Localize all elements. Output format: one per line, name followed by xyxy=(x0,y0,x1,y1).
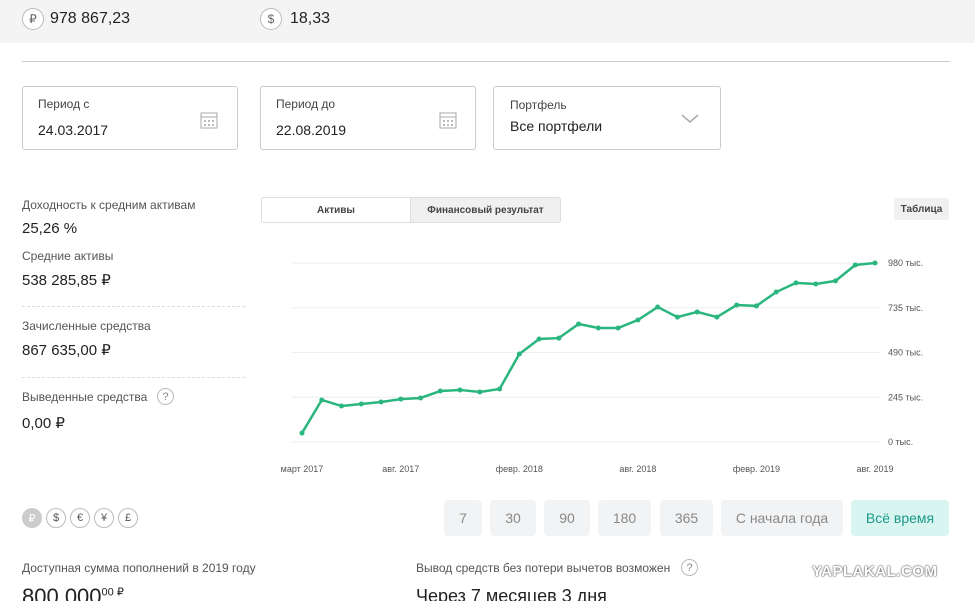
y-tick-label: 490 тыс. xyxy=(888,348,923,358)
point xyxy=(516,351,522,357)
field-label: Портфель xyxy=(510,98,567,112)
amount-cents: 00 ₽ xyxy=(101,586,124,599)
point xyxy=(437,388,443,394)
tab[interactable]: Активы xyxy=(261,197,411,223)
period-button[interactable]: 7 xyxy=(444,500,482,536)
help-icon[interactable]: ? xyxy=(157,388,174,405)
point xyxy=(655,304,661,310)
currency-icon: $ xyxy=(260,8,282,30)
point xyxy=(694,309,700,315)
date-to[interactable]: Период до 22.08.2019 xyxy=(260,86,476,150)
x-tick-label: март 2017 xyxy=(281,464,324,474)
info-value: 800 00000 ₽ xyxy=(22,584,124,601)
chart: 0 тыс. 245 тыс. 490 тыс. 735 тыс. 980 тыс. ма… xyxy=(281,258,923,474)
point xyxy=(339,403,345,409)
x-tick-label: авг. 2017 xyxy=(382,464,419,474)
period-button[interactable]: Всё время xyxy=(851,500,949,536)
table-button[interactable]: Таблица xyxy=(894,198,949,220)
x-tick-label: февр. 2019 xyxy=(733,464,780,474)
balance: 18,33 xyxy=(290,10,331,27)
currency-button[interactable]: £ xyxy=(118,508,138,528)
point xyxy=(378,399,384,405)
calendar-icon xyxy=(439,112,457,129)
info-label: Вывод средств без потери вычетов возможе… xyxy=(416,561,671,575)
period-button[interactable]: С начала года xyxy=(721,500,843,536)
point xyxy=(813,281,819,287)
info-label: Доступная сумма пополнений в 2019 году xyxy=(22,561,256,575)
point xyxy=(418,395,424,401)
point xyxy=(457,387,463,393)
top-bar xyxy=(0,0,975,43)
period-button[interactable]: 180 xyxy=(598,500,651,536)
watermark: YAPLAKAL.COM xyxy=(812,563,938,580)
currency-button[interactable]: $ xyxy=(46,508,66,528)
info-value: Через 7 месяцев 3 дня xyxy=(416,586,607,601)
currency-button[interactable]: ¥ xyxy=(94,508,114,528)
point xyxy=(398,396,404,402)
point xyxy=(753,303,759,309)
stat-value: 0,00 ₽ xyxy=(22,415,65,432)
point xyxy=(674,314,680,320)
stat-value: 25,26 % xyxy=(22,220,78,237)
point xyxy=(536,336,542,342)
stat-value: 538 285,85 ₽ xyxy=(22,272,111,289)
point xyxy=(358,401,364,407)
field-label: Период до xyxy=(276,97,336,111)
y-tick-label: 0 тыс. xyxy=(888,437,913,447)
separator xyxy=(22,377,245,378)
point xyxy=(793,280,799,286)
chevron-icon xyxy=(681,114,699,123)
point xyxy=(497,386,503,392)
point xyxy=(595,325,601,331)
x-tick-label: февр. 2018 xyxy=(496,464,543,474)
point xyxy=(714,314,720,320)
y-tick-label: 980 тыс. xyxy=(888,258,923,268)
portfolio-select[interactable]: Портфель Все портфели xyxy=(493,86,721,150)
stat-label: Доходность к средним активам xyxy=(22,198,196,212)
line xyxy=(300,261,876,434)
point xyxy=(852,262,858,268)
y-tick-label: 245 тыс. xyxy=(888,392,923,402)
stat-label: Зачисленные средства xyxy=(22,319,151,333)
stat-label: Выведенные средства xyxy=(22,390,148,404)
point xyxy=(773,289,779,295)
point xyxy=(734,302,740,308)
point xyxy=(872,260,878,266)
date-from[interactable]: Период с 24.03.2017 xyxy=(22,86,238,150)
point xyxy=(299,430,305,436)
period-button[interactable]: 90 xyxy=(544,500,590,536)
x-tick-label: авг. 2018 xyxy=(619,464,656,474)
point xyxy=(319,397,325,403)
stat-label: Средние активы xyxy=(22,249,114,263)
x-tick-label: авг. 2019 xyxy=(857,464,894,474)
currency-button[interactable]: ₽ xyxy=(22,508,42,528)
currency-button[interactable]: € xyxy=(70,508,90,528)
currency-icon: ₽ xyxy=(22,8,44,30)
amount: 800 000 xyxy=(22,584,102,601)
separator xyxy=(22,306,245,307)
point xyxy=(832,278,838,284)
field-value: Все портфели xyxy=(510,118,603,134)
point xyxy=(477,389,483,395)
point xyxy=(615,325,621,331)
point xyxy=(635,317,641,323)
balance: 978 867,23 xyxy=(50,10,131,27)
divider xyxy=(22,61,950,62)
field-label: Период с xyxy=(38,97,90,111)
stat-value: 867 635,00 ₽ xyxy=(22,342,111,359)
tab[interactable]: Финансовый результат xyxy=(410,197,561,223)
period-button[interactable]: 365 xyxy=(660,500,713,536)
field-value: 24.03.2017 xyxy=(38,122,109,138)
period-button[interactable]: 30 xyxy=(490,500,536,536)
point xyxy=(576,321,582,327)
point xyxy=(556,335,562,341)
help-icon[interactable]: ? xyxy=(681,559,698,576)
field-value: 22.08.2019 xyxy=(276,122,347,138)
calendar-icon xyxy=(200,112,218,129)
y-tick-label: 735 тыс. xyxy=(888,303,923,313)
